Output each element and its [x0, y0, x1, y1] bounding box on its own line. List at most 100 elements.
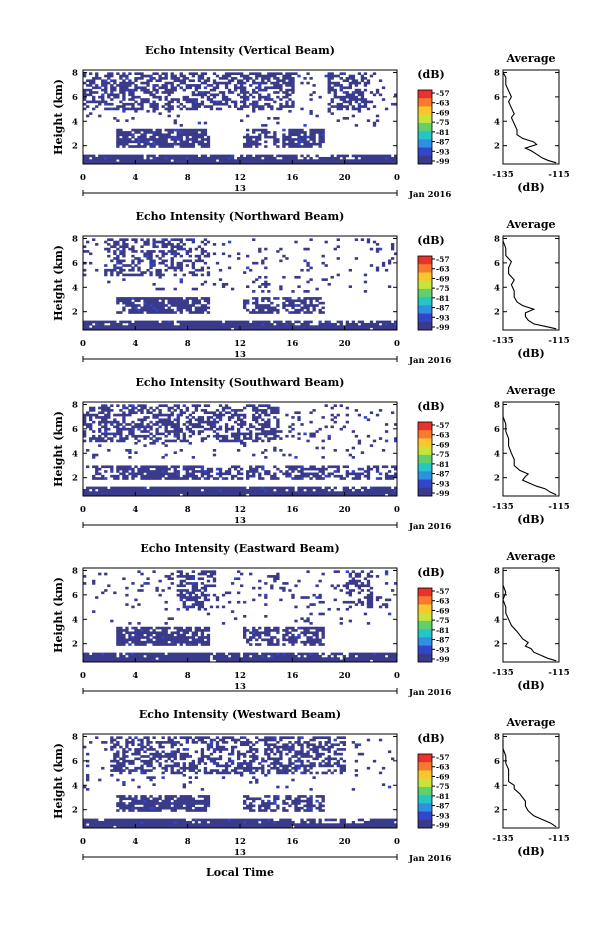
echo-cell — [348, 322, 353, 326]
echo-cell — [140, 406, 144, 410]
echo-cell — [360, 472, 365, 476]
echo-cell — [197, 74, 202, 78]
echo-cell — [137, 652, 141, 656]
echo-cell — [158, 425, 162, 429]
echo-cell — [393, 161, 398, 165]
echo-cell — [188, 430, 192, 433]
echo-cell — [176, 589, 180, 592]
echo-cell — [200, 472, 205, 476]
echo-cell — [140, 102, 144, 106]
echo-cell — [273, 131, 277, 134]
echo-cell — [143, 493, 147, 497]
echo-cell — [342, 425, 346, 429]
echo-cell — [161, 142, 165, 146]
echo-cell — [321, 439, 325, 443]
echo-cell — [315, 327, 319, 331]
echo-cell — [179, 629, 183, 632]
echo-cell — [291, 629, 295, 632]
echo-cell — [122, 320, 126, 324]
echo-cell — [261, 425, 265, 429]
echo-cell — [134, 250, 138, 253]
echo-cell — [200, 570, 205, 573]
echo-cell — [164, 156, 168, 160]
echo-cell — [122, 72, 126, 75]
echo-cell — [261, 451, 265, 454]
echo-cell — [110, 488, 114, 492]
echo-cell — [164, 465, 168, 469]
echo-cell — [282, 582, 286, 585]
echo-cell — [291, 491, 295, 494]
echo-cell — [107, 72, 111, 75]
echo-cell — [152, 240, 156, 244]
echo-cell — [209, 570, 214, 573]
echo-cell — [158, 593, 162, 597]
echo-cell — [294, 474, 298, 478]
echo-cell — [390, 156, 395, 160]
echo-cell — [339, 325, 343, 328]
echo-cell — [119, 643, 123, 646]
echo-cell — [270, 135, 274, 139]
echo-cell — [351, 114, 356, 118]
echo-cell — [149, 297, 153, 300]
echo-cell — [170, 640, 174, 644]
echo-cell — [255, 145, 259, 148]
echo-cell — [360, 486, 365, 490]
echo-cell — [285, 633, 289, 637]
echo-cell — [197, 600, 202, 604]
echo-cell — [134, 306, 138, 310]
echo-cell — [324, 327, 328, 331]
echo-cell — [291, 652, 295, 656]
echo-cell — [170, 145, 174, 148]
echo-cell — [270, 643, 274, 646]
echo-cell — [215, 154, 220, 158]
echo-cell — [209, 156, 214, 160]
echo-cell — [252, 107, 256, 111]
echo-cell — [312, 306, 316, 310]
echo-cell — [155, 142, 159, 146]
echo-cell — [119, 659, 123, 663]
echo-cell — [119, 133, 123, 137]
echo-cell — [152, 161, 156, 165]
echo-cell — [158, 486, 162, 490]
echo-cell — [113, 117, 117, 120]
echo-cell — [212, 579, 217, 583]
echo-cell — [333, 322, 337, 326]
echo-cell — [330, 154, 334, 158]
echo-cell — [176, 657, 180, 660]
echo-cell — [212, 79, 217, 83]
echo-cell — [125, 593, 129, 597]
echo-cell — [318, 138, 322, 141]
echo-cell — [243, 444, 247, 447]
echo-cell — [224, 81, 229, 85]
echo-cell — [252, 161, 256, 165]
echo-cell — [240, 79, 244, 83]
echo-cell — [164, 453, 168, 457]
echo-cell — [161, 72, 165, 75]
echo-cell — [378, 159, 383, 162]
echo-cell — [137, 77, 141, 80]
echo-cell — [288, 631, 292, 635]
echo-cell — [270, 159, 274, 162]
echo-cell — [203, 470, 208, 473]
echo-cell — [125, 304, 129, 307]
echo-cell — [240, 425, 244, 429]
echo-cell — [155, 413, 159, 417]
echo-cell — [288, 474, 292, 478]
echo-cell — [158, 140, 162, 144]
echo-cell — [315, 446, 319, 450]
echo-cell — [173, 301, 177, 305]
echo-cell — [291, 626, 295, 630]
echo-cell — [83, 439, 87, 443]
echo-cell — [243, 420, 247, 424]
echo-cell — [170, 247, 174, 251]
echo-cell — [131, 325, 135, 328]
date-suffix: Jan 2016 — [408, 190, 451, 200]
echo-cell — [221, 283, 226, 286]
colorbar-swatch — [418, 114, 432, 124]
echo-cell — [158, 271, 162, 274]
echo-cell — [218, 327, 223, 331]
echo-cell — [137, 95, 141, 99]
echo-cell — [249, 657, 253, 660]
echo-cell — [297, 140, 301, 144]
echo-cell — [179, 593, 183, 597]
